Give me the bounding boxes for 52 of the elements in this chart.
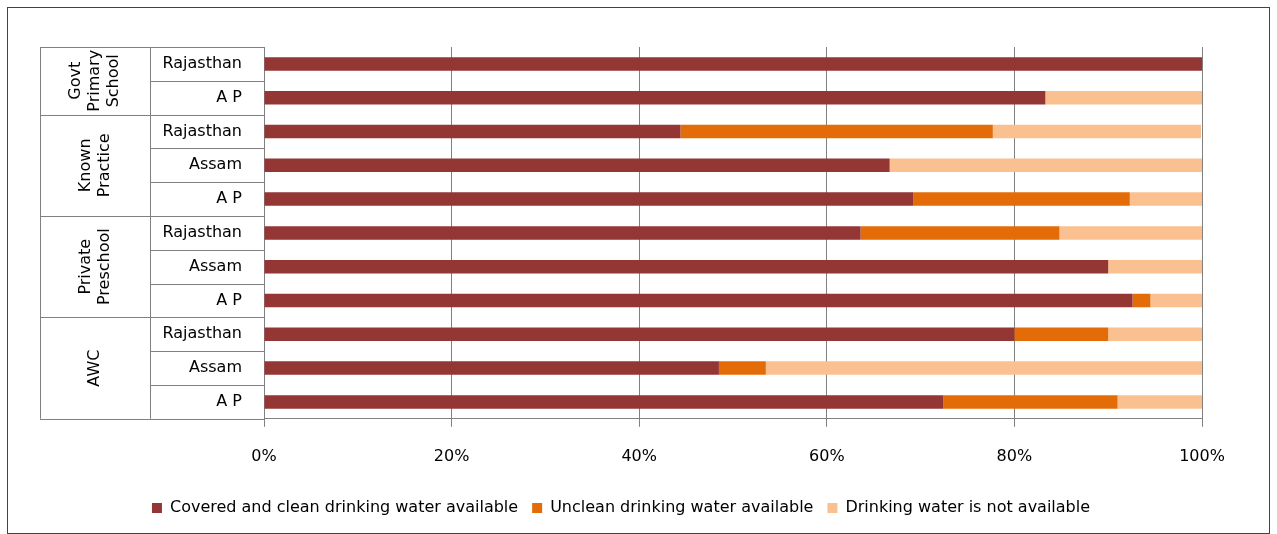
bar	[860, 226, 1060, 240]
y-tick-label: A P	[216, 391, 243, 411]
bar	[680, 124, 993, 139]
y-tick-label: Rajasthan	[162, 222, 242, 242]
bar	[1014, 327, 1109, 342]
y-tick-label: Assam	[188, 255, 242, 275]
bar	[718, 361, 766, 375]
y-tick-label: A P	[216, 289, 243, 309]
x-tick-label: 40%	[621, 445, 657, 465]
x-tick-label: 0%	[251, 445, 277, 465]
bar	[1108, 259, 1202, 274]
y-tick-label: Rajasthan	[162, 53, 242, 73]
y-tick-label: Assam	[188, 154, 242, 174]
x-tick-label: 100%	[1179, 445, 1225, 465]
bar	[264, 90, 1046, 105]
x-tick-label: 20%	[433, 445, 470, 465]
text: Private Preschool	[74, 228, 113, 306]
bar	[264, 293, 1133, 308]
bar	[264, 158, 890, 173]
text: AWC	[84, 349, 104, 387]
bar	[264, 124, 681, 139]
y-tick-label: Rajasthan	[162, 120, 242, 140]
x-tick-label: 80%	[996, 445, 1033, 465]
bar	[264, 57, 1202, 71]
legend-label: Unclean drinking water available	[550, 497, 814, 517]
bar	[1117, 395, 1202, 409]
x-tick-label: 60%	[809, 445, 845, 465]
text: Known Practice	[74, 133, 113, 198]
legend-label: Drinking water is not available	[845, 497, 1091, 517]
y-tick-label: Assam	[188, 357, 242, 377]
bar	[264, 226, 861, 240]
bar	[1059, 226, 1202, 240]
bar	[1132, 293, 1151, 308]
y-tick-label: Rajasthan	[162, 323, 242, 343]
y-tick-label: A P	[216, 86, 243, 106]
bar	[264, 192, 914, 206]
bar	[264, 361, 719, 375]
bar	[1129, 192, 1202, 206]
legend-label: Covered and clean drinking water available	[169, 497, 519, 517]
bar	[1150, 293, 1202, 308]
bar	[889, 158, 1202, 173]
bar	[913, 192, 1130, 206]
bar	[264, 259, 1109, 274]
bar	[765, 361, 1202, 375]
bar	[264, 395, 944, 409]
bar	[1045, 90, 1202, 105]
y-tick-label: A P	[216, 188, 243, 208]
text: Govt Primary School	[65, 49, 123, 112]
bar	[264, 327, 1015, 342]
bar	[943, 395, 1118, 409]
bar	[992, 124, 1202, 139]
bar	[1108, 327, 1202, 342]
